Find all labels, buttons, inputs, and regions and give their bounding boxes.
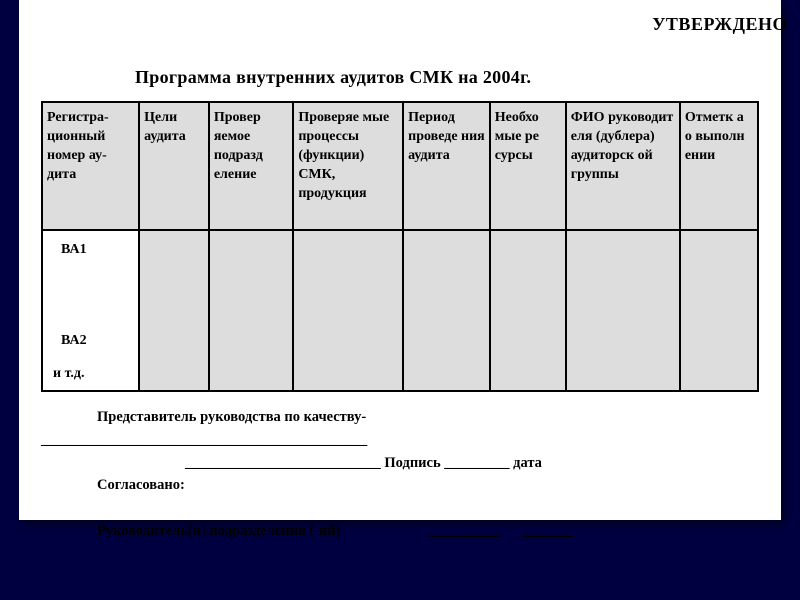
cell-reg-numbers: ВА1 ВА2 и т.д. (42, 230, 139, 391)
footer-spacer (41, 498, 759, 520)
col-header-mark: Отметк а о выполн ении (680, 102, 758, 230)
cell-resources (490, 230, 566, 391)
row-label-va1: ВА1 (61, 241, 134, 260)
cell-goals (139, 230, 209, 391)
footer-signature-line: ___________________________ Подпись ____… (185, 453, 759, 475)
footer-block: Представитель руководства по качеству- _… (41, 407, 759, 544)
cell-processes (293, 230, 403, 391)
row-label-etc: и т.д. (53, 365, 134, 384)
footer-gap-2 (504, 523, 519, 539)
col-header-leader: ФИО руководит еля (дублера) аудиторск ой… (566, 102, 680, 230)
approval-label: УТВЕРЖДЕНО (652, 14, 787, 35)
col-header-goals: Цели аудита (139, 102, 209, 230)
footer-agreed-label: Согласовано: (97, 475, 759, 497)
audit-program-table: Регистра-ционный номер ау-дита Цели ауди… (41, 101, 759, 392)
cell-mark (680, 230, 758, 391)
table-header-row: Регистра-ционный номер ау-дита Цели ауди… (42, 102, 758, 230)
footer-rep-label: Представитель руководства по качеству- (97, 407, 759, 429)
row-label-va2: ВА2 (61, 332, 134, 351)
document-page: УТВЕРЖДЕНО Программа внутренних аудитов … (19, 0, 781, 520)
col-header-department: Провер яемое подразд еление (209, 102, 293, 230)
cell-department (209, 230, 293, 391)
table-body-row: ВА1 ВА2 и т.д. (42, 230, 758, 391)
col-header-resources: Необхо мые ре сурсы (490, 102, 566, 230)
cell-period (403, 230, 490, 391)
footer-blank-2: _______ (522, 523, 573, 539)
page-title: Программа внутренних аудитов СМК на 2004… (135, 67, 531, 88)
footer-manager-line: Руководитель(и) подразделения (-ий) ____… (97, 521, 759, 543)
cell-leader (566, 230, 680, 391)
col-header-period: Период проведе ния аудита (403, 102, 490, 230)
col-header-processes: Проверяе мые процессы (функции) СМК, про… (293, 102, 403, 230)
footer-manager-text: Руководитель(и) подразделения (-ий) (97, 523, 341, 539)
footer-blank-1: __________ (428, 523, 501, 539)
col-header-reg-number: Регистра-ционный номер ау-дита (42, 102, 139, 230)
footer-underline-1: ________________________________________… (41, 430, 759, 452)
